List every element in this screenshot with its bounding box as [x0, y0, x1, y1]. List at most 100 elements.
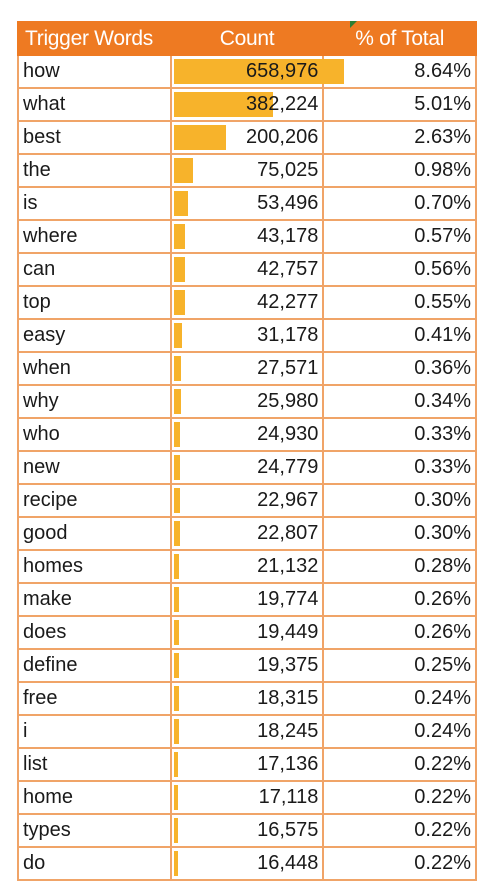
- count-data-bar: [173, 455, 180, 480]
- count-data-bar: [173, 158, 193, 183]
- count-cell: 24,930: [169, 417, 325, 452]
- pct-total-cell: 0.34%: [322, 384, 477, 419]
- count-value: 22,967: [257, 489, 319, 511]
- trigger-word-cell: when: [17, 351, 172, 386]
- count-cell: 382,224: [169, 87, 325, 122]
- trigger-word-cell: who: [17, 417, 172, 452]
- count-cell: 21,132: [169, 549, 325, 584]
- count-cell: 24,779: [169, 450, 325, 485]
- table-row: what 382,224 5.01%: [17, 87, 477, 122]
- pct-total-cell: 0.28%: [322, 549, 477, 584]
- count-cell: 25,980: [169, 384, 325, 419]
- table-row: make 19,774 0.26%: [17, 582, 477, 617]
- table-row: is 53,496 0.70%: [17, 186, 477, 221]
- trigger-word-cell: is: [17, 186, 172, 221]
- trigger-word-cell: how: [17, 54, 172, 89]
- count-value: 25,980: [257, 390, 319, 412]
- pct-total-cell: 0.22%: [322, 780, 477, 815]
- count-data-bar: [173, 125, 226, 150]
- table-row: do 16,448 0.22%: [17, 846, 477, 881]
- count-data-bar: [173, 686, 179, 711]
- table-row: the 75,025 0.98%: [17, 153, 477, 188]
- table-row: does 19,449 0.26%: [17, 615, 477, 650]
- pct-total-cell: 0.22%: [322, 846, 477, 881]
- count-data-bar: [173, 488, 180, 513]
- count-value: 19,449: [257, 621, 319, 643]
- count-value: 24,779: [257, 456, 319, 478]
- trigger-word-cell: new: [17, 450, 172, 485]
- trigger-word-cell: the: [17, 153, 172, 188]
- count-value: 19,774: [257, 588, 319, 610]
- table-row: recipe 22,967 0.30%: [17, 483, 477, 518]
- pct-total-cell: 0.22%: [322, 747, 477, 782]
- header-count: Count: [169, 21, 325, 56]
- count-value: 16,575: [257, 819, 319, 841]
- trigger-word-cell: does: [17, 615, 172, 650]
- trigger-words-table: Trigger Words Count % of Total how 658,97…: [17, 21, 477, 881]
- count-value: 17,118: [258, 786, 319, 808]
- cell-comment-marker: [350, 21, 357, 28]
- count-data-bar: [173, 620, 179, 645]
- count-value: 382,224: [246, 93, 319, 115]
- table-row: why 25,980 0.34%: [17, 384, 477, 419]
- count-cell: 53,496: [169, 186, 325, 221]
- header-row: Trigger Words Count % of Total: [17, 21, 477, 56]
- trigger-word-cell: do: [17, 846, 172, 881]
- pct-total-cell: 0.36%: [322, 351, 477, 386]
- table-row: types 16,575 0.22%: [17, 813, 477, 848]
- count-cell: 19,449: [169, 615, 325, 650]
- count-value: 16,448: [257, 852, 319, 874]
- count-value: 42,277: [257, 291, 319, 313]
- count-value: 24,930: [257, 423, 319, 445]
- pct-total-cell: 0.98%: [322, 153, 477, 188]
- count-value: 18,315: [257, 687, 319, 709]
- count-cell: 18,245: [169, 714, 325, 749]
- count-cell: 43,178: [169, 219, 325, 254]
- pct-total-cell: 0.24%: [322, 714, 477, 749]
- table-row: free 18,315 0.24%: [17, 681, 477, 716]
- trigger-word-cell: easy: [17, 318, 172, 353]
- header-trigger-words: Trigger Words: [17, 21, 172, 56]
- count-value: 17,136: [257, 753, 319, 775]
- table-row: top 42,277 0.55%: [17, 285, 477, 320]
- pct-total-cell: 0.26%: [322, 615, 477, 650]
- trigger-word-cell: define: [17, 648, 172, 683]
- count-cell: 18,315: [169, 681, 325, 716]
- trigger-word-cell: can: [17, 252, 172, 287]
- trigger-word-cell: homes: [17, 549, 172, 584]
- count-value: 22,807: [257, 522, 319, 544]
- table-row: when 27,571 0.36%: [17, 351, 477, 386]
- pct-total-cell: 0.22%: [322, 813, 477, 848]
- count-data-bar: [173, 719, 179, 744]
- count-cell: 16,575: [169, 813, 325, 848]
- count-data-bar: [173, 554, 179, 579]
- count-cell: 75,025: [169, 153, 325, 188]
- pct-total-cell: 0.30%: [322, 516, 477, 551]
- trigger-word-cell: what: [17, 87, 172, 122]
- pct-total-cell: 0.26%: [322, 582, 477, 617]
- count-data-bar: [173, 785, 178, 810]
- pct-total-cell: 2.63%: [322, 120, 477, 155]
- count-value: 21,132: [257, 555, 319, 577]
- count-cell: 27,571: [169, 351, 325, 386]
- pct-total-cell: 0.41%: [322, 318, 477, 353]
- count-value: 75,025: [257, 159, 319, 181]
- count-cell: 42,757: [169, 252, 325, 287]
- count-data-bar: [173, 653, 179, 678]
- count-data-bar: [173, 257, 185, 282]
- trigger-word-cell: free: [17, 681, 172, 716]
- table-row: list 17,136 0.22%: [17, 747, 477, 782]
- table-row: homes 21,132 0.28%: [17, 549, 477, 584]
- count-value: 53,496: [257, 192, 319, 214]
- trigger-word-cell: i: [17, 714, 172, 749]
- table-row: how 658,976 8.64%: [17, 54, 477, 89]
- trigger-word-cell: why: [17, 384, 172, 419]
- count-value: 27,571: [257, 357, 319, 379]
- count-value: 43,178: [257, 225, 319, 247]
- trigger-word-cell: home: [17, 780, 172, 815]
- count-data-bar: [173, 191, 188, 216]
- count-data-bar: [173, 92, 273, 117]
- count-data-bar: [173, 818, 178, 843]
- count-data-bar: [173, 752, 178, 777]
- pct-total-cell: 0.33%: [322, 417, 477, 452]
